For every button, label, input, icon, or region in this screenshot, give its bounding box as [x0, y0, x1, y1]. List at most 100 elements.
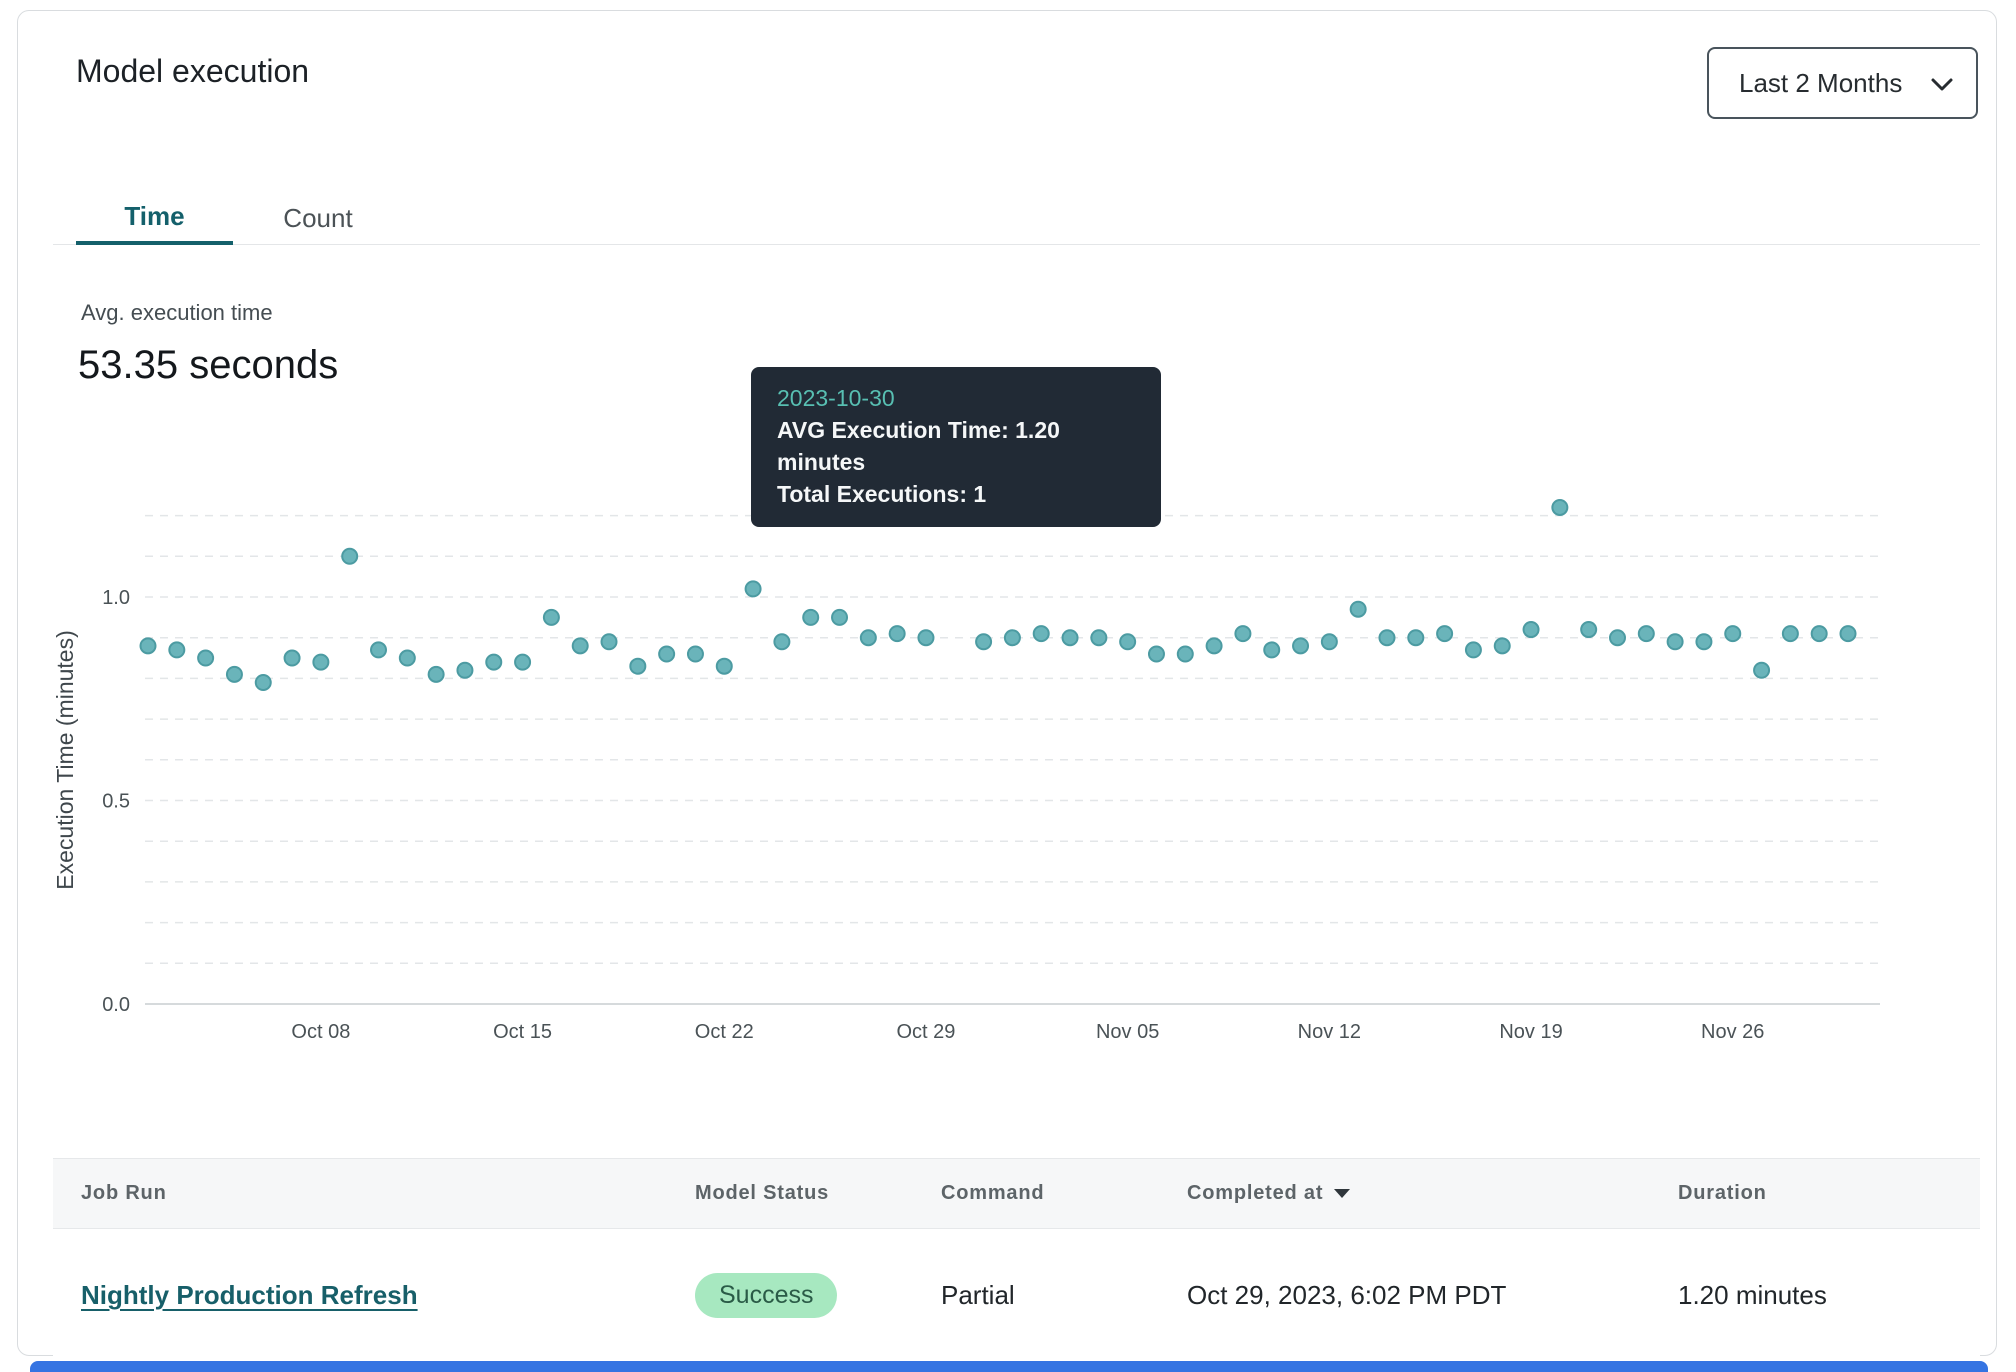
column-header-label: Duration [1678, 1182, 1767, 1204]
column-header-duration[interactable]: Duration [1678, 1159, 1767, 1228]
execution-time-chart: Execution Time (minutes) 0.0 0.5 1.0 Oct 08 O… [52, 498, 1880, 1043]
chart-tooltip: 2023-10-30 AVG Execution Time: 1.20 minu… [751, 367, 1161, 527]
completed-at-cell: Oct 29, 2023, 6:02 PM PDT [1187, 1279, 1507, 1310]
scatter-point[interactable] [686, 645, 704, 663]
scatter-point[interactable] [629, 657, 647, 675]
bottom-accent-bar [30, 1361, 1988, 1372]
scatter-point[interactable] [456, 661, 474, 679]
scatter-point[interactable] [715, 657, 733, 675]
scatter-point[interactable] [1464, 641, 1482, 659]
scatter-point[interactable] [1724, 625, 1742, 643]
column-header-label: Command [941, 1182, 1045, 1204]
scatter-point[interactable] [1637, 625, 1655, 643]
chevron-down-icon [1930, 68, 1954, 99]
scatter-point[interactable] [1234, 625, 1252, 643]
avg-execution-time-label: Avg. execution time [81, 300, 273, 325]
scatter-point[interactable] [571, 637, 589, 655]
column-header-completed-at[interactable]: Completed at [1187, 1159, 1351, 1228]
scatter-point[interactable] [600, 633, 618, 651]
scatter-point[interactable] [1551, 498, 1569, 516]
scatter-point[interactable] [1176, 645, 1194, 663]
column-header-command[interactable]: Command [941, 1159, 1044, 1228]
scatter-point[interactable] [1695, 633, 1713, 651]
scatter-point[interactable] [1810, 625, 1828, 643]
x-tick-label: Oct 22 [695, 1021, 754, 1043]
scatter-point[interactable] [398, 649, 416, 667]
column-header-job-run[interactable]: Job Run [81, 1159, 167, 1228]
tabs-divider [53, 244, 1980, 245]
scatter-point[interactable] [254, 673, 272, 691]
chart-area: Execution Time (minutes) 0.0 0.5 1.0 Oct 08 O… [18, 491, 1998, 1071]
date-range-selector[interactable]: Last 2 Months [1707, 47, 1978, 119]
scatter-point[interactable] [1522, 621, 1540, 639]
x-tick-label: Oct 08 [291, 1021, 350, 1043]
scatter-point[interactable] [1349, 600, 1367, 618]
date-range-label: Last 2 Months [1739, 67, 1903, 98]
y-tick-label: 1.0 [102, 587, 130, 609]
scatter-point[interactable] [888, 625, 906, 643]
tab-time[interactable]: Time [76, 191, 233, 245]
scatter-point[interactable] [168, 641, 186, 659]
scatter-point[interactable] [1378, 629, 1396, 647]
tab-count[interactable]: Count [283, 202, 353, 233]
x-tick-label: Nov 26 [1701, 1021, 1764, 1043]
scatter-point[interactable] [744, 580, 762, 598]
scatter-point[interactable] [859, 629, 877, 647]
status-badge: Success [695, 1272, 838, 1318]
scatter-point[interactable] [1119, 633, 1137, 651]
scatter-point[interactable] [1032, 625, 1050, 643]
scatter-point[interactable] [917, 629, 935, 647]
scatter-point[interactable] [1753, 661, 1771, 679]
sort-desc-icon[interactable] [1333, 1182, 1351, 1205]
scatter-point[interactable] [514, 653, 532, 671]
x-tick-label: Oct 15 [493, 1021, 552, 1043]
scatter-point[interactable] [341, 547, 359, 565]
scatter-point[interactable] [1061, 629, 1079, 647]
scatter-point[interactable] [1292, 637, 1310, 655]
y-axis-label: Execution Time (minutes) [52, 630, 78, 889]
scatter-point[interactable] [139, 637, 157, 655]
duration-cell: 1.20 minutes [1678, 1279, 1827, 1310]
scatter-point[interactable] [542, 608, 560, 626]
column-header-label: Model Status [695, 1182, 830, 1204]
job-run-link[interactable]: Nightly Production Refresh [81, 1279, 418, 1310]
tooltip-total-line: Total Executions: 1 [777, 481, 987, 507]
scatter-point[interactable] [1205, 637, 1223, 655]
scatter-point[interactable] [802, 608, 820, 626]
scatter-point[interactable] [225, 665, 243, 683]
scatter-point[interactable] [658, 645, 676, 663]
scatter-point[interactable] [1263, 641, 1281, 659]
scatter-point[interactable] [1580, 621, 1598, 639]
scatter-point[interactable] [1147, 645, 1165, 663]
tooltip-avg-line: AVG Execution Time: 1.20 minutes [777, 417, 1060, 475]
page-title: Model execution [76, 53, 310, 89]
scatter-point[interactable] [831, 608, 849, 626]
table-header-row: Job Run Model Status Command Completed a… [53, 1158, 1980, 1229]
scatter-point[interactable] [1320, 633, 1338, 651]
scatter-point[interactable] [197, 649, 215, 667]
scatter-point[interactable] [1608, 629, 1626, 647]
tooltip-date: 2023-10-30 [777, 385, 895, 411]
scatter-point[interactable] [975, 633, 993, 651]
scatter-point[interactable] [1407, 629, 1425, 647]
y-tick-label: 0.0 [102, 994, 130, 1016]
scatter-point[interactable] [1003, 629, 1021, 647]
scatter-point[interactable] [1493, 637, 1511, 655]
scatter-point[interactable] [1666, 633, 1684, 651]
scatter-point[interactable] [1090, 629, 1108, 647]
scatter-point[interactable] [427, 665, 445, 683]
column-header-model-status[interactable]: Model Status [695, 1159, 829, 1228]
x-tick-label: Nov 05 [1096, 1021, 1159, 1043]
scatter-point[interactable] [283, 649, 301, 667]
x-tick-label: Nov 12 [1298, 1021, 1361, 1043]
scatter-point[interactable] [1436, 625, 1454, 643]
table-row: Nightly Production Refresh Success Parti… [53, 1229, 1980, 1361]
scatter-point[interactable] [312, 653, 330, 671]
scatter-point[interactable] [1839, 625, 1857, 643]
scatter-point[interactable] [485, 653, 503, 671]
scatter-point[interactable] [370, 641, 388, 659]
scatter-point[interactable] [1781, 625, 1799, 643]
command-cell: Partial [941, 1279, 1015, 1310]
scatter-point[interactable] [773, 633, 791, 651]
